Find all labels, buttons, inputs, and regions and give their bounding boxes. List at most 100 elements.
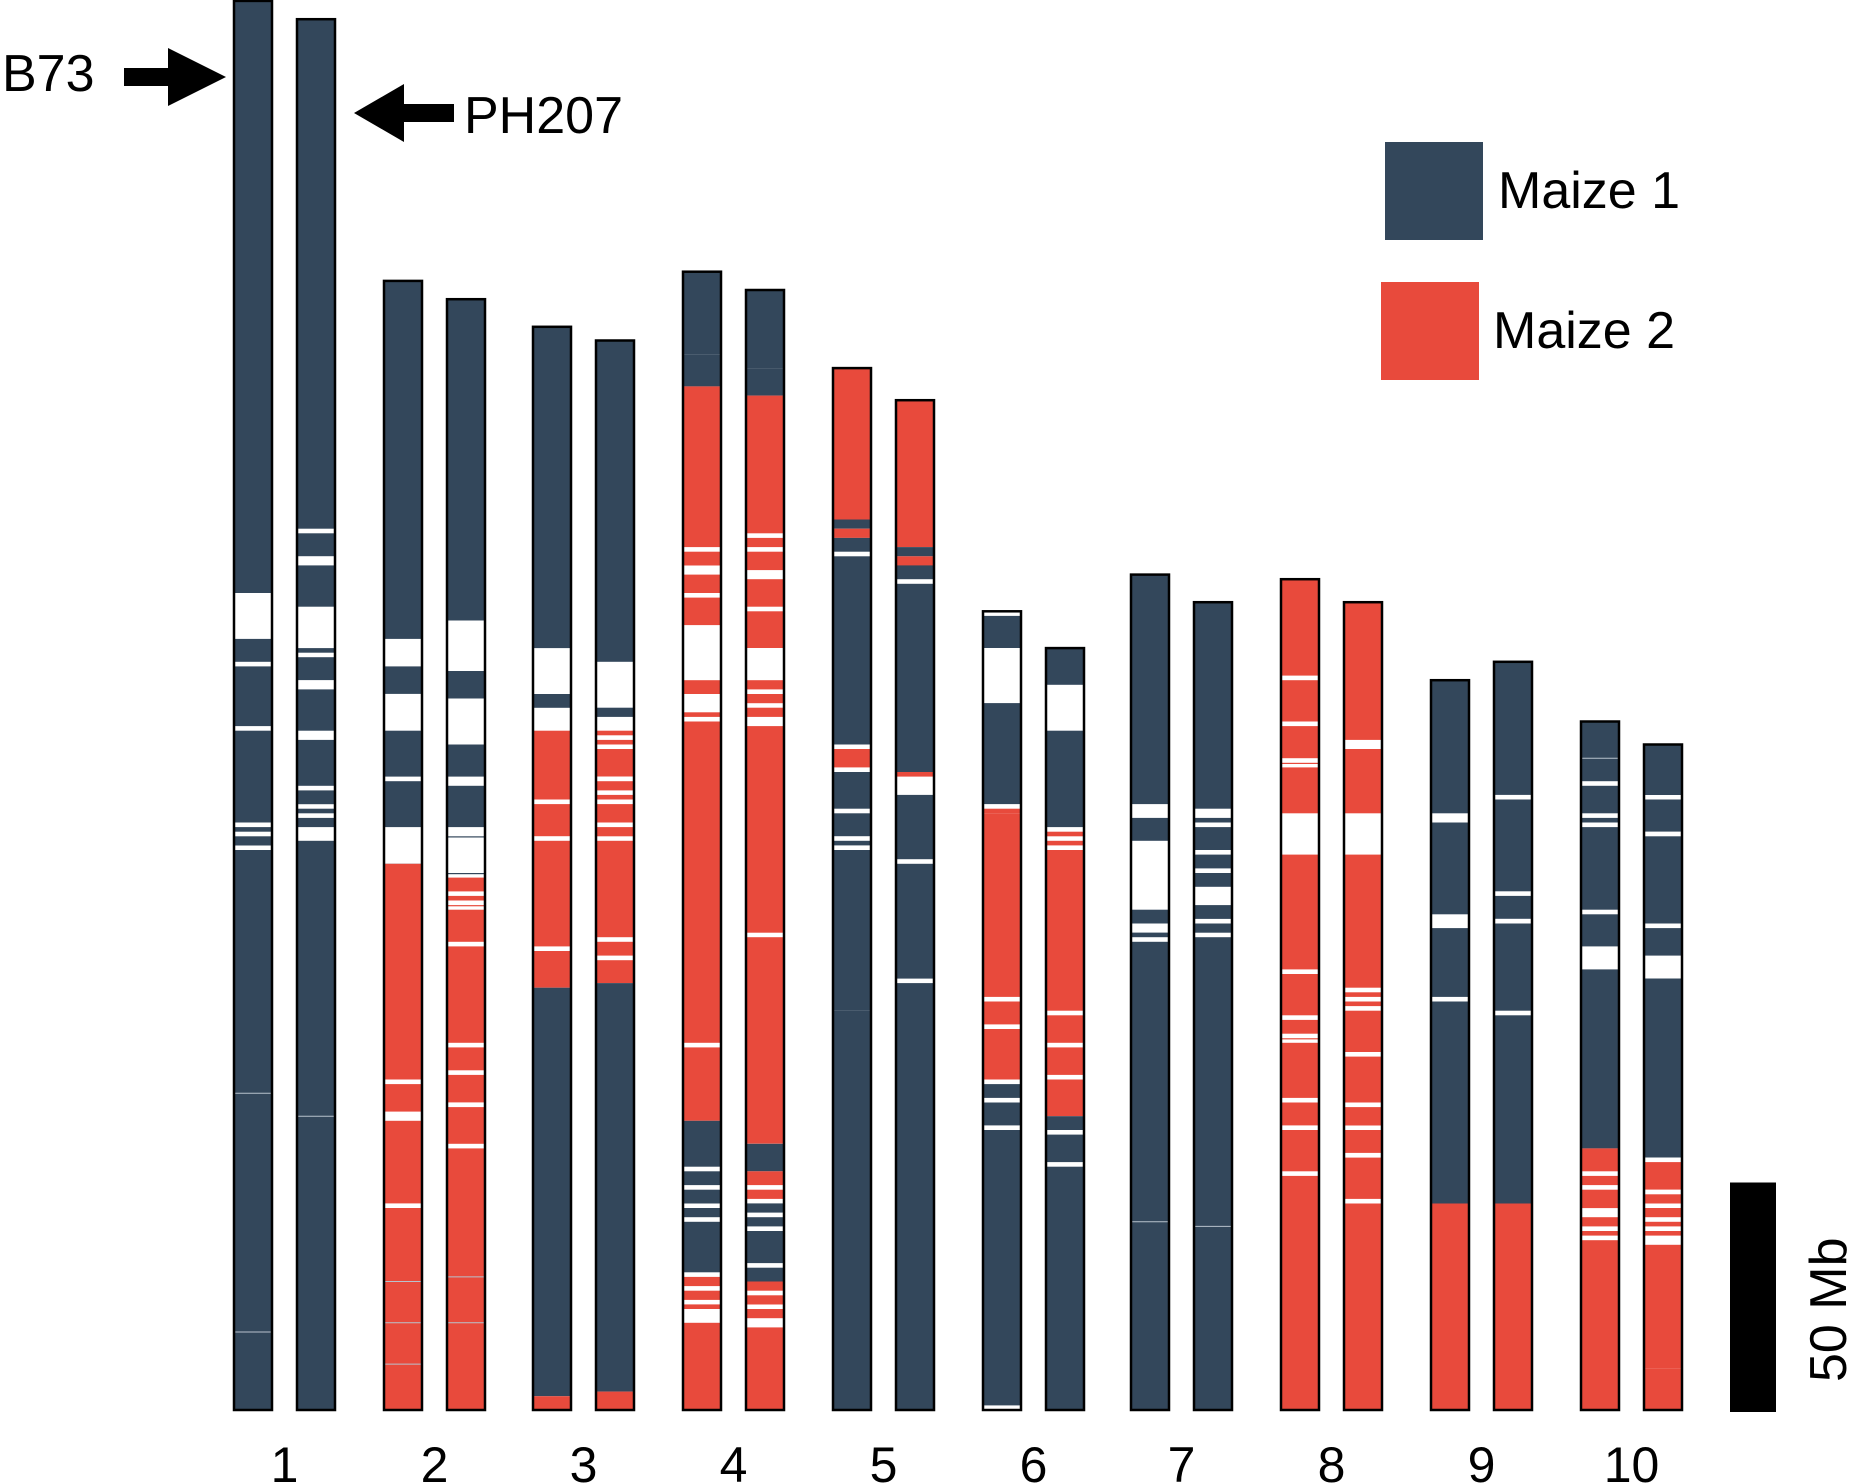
segment-maize1 xyxy=(1645,744,1681,795)
segment-maize2 xyxy=(897,400,933,548)
segment-maize2 xyxy=(1582,1148,1618,1172)
segment-maize1 xyxy=(834,813,870,837)
segment-maize1 xyxy=(897,547,933,557)
segment-maize2 xyxy=(1345,1056,1381,1103)
segment-maize1 xyxy=(235,836,271,846)
chromosome-outline xyxy=(594,339,636,1412)
chromosome-outline xyxy=(681,270,723,1412)
segment-maize1 xyxy=(984,1102,1020,1126)
segment-maize2 xyxy=(1645,1231,1681,1236)
chromosome-5-ph207 xyxy=(894,398,936,1412)
segment-maize2 xyxy=(1645,1244,1681,1369)
segment-maize1 xyxy=(897,565,933,580)
segment-maize2 xyxy=(448,905,484,907)
segment-maize2 xyxy=(684,1276,720,1287)
segment-maize1 xyxy=(1582,827,1618,910)
segment-maize2 xyxy=(834,528,870,538)
chromosome-number-9: 9 xyxy=(1468,1437,1496,1483)
segment-maize2 xyxy=(684,1322,720,1410)
segment-maize2 xyxy=(448,895,484,901)
segment-maize1 xyxy=(1195,854,1231,869)
segment-maize1 xyxy=(448,873,484,875)
segment-maize2 xyxy=(747,1295,783,1305)
segment-maize1 xyxy=(235,638,271,662)
legend: Maize 1 Maize 2 xyxy=(1381,142,1680,380)
chromosome-3-ph207 xyxy=(594,339,636,1412)
segment-maize1 xyxy=(834,537,870,552)
segment-maize1 xyxy=(1495,721,1531,795)
segment-maize1 xyxy=(1132,817,1168,841)
chromosome-2-ph207 xyxy=(445,297,487,1412)
segment-maize2 xyxy=(385,863,421,1080)
segment-maize2 xyxy=(897,772,933,777)
legend-swatch-maize2 xyxy=(1381,282,1479,380)
segment-maize2 xyxy=(684,1047,720,1121)
segment-maize2 xyxy=(984,1029,1020,1080)
segment-maize2 xyxy=(684,1290,720,1300)
chromosome-number-7: 7 xyxy=(1168,1437,1196,1483)
segment-maize2 xyxy=(597,730,633,736)
segment-maize1 xyxy=(1432,928,1468,997)
segment-maize1 xyxy=(984,1130,1020,1406)
segment-maize1 xyxy=(1195,923,1231,933)
chromosome-outline xyxy=(1044,646,1086,1412)
segment-maize2 xyxy=(1345,992,1381,997)
segment-maize2 xyxy=(984,1001,1020,1025)
segment-maize2 xyxy=(1047,850,1083,1011)
segment-maize1 xyxy=(834,519,870,529)
segment-maize2 xyxy=(1345,854,1381,988)
segment-maize2 xyxy=(597,960,633,984)
segment-maize2 xyxy=(1282,1102,1318,1126)
segment-maize1 xyxy=(385,781,421,828)
segment-maize1 xyxy=(684,1221,720,1273)
segment-maize2 xyxy=(684,551,720,566)
segment-maize1 xyxy=(597,340,633,662)
chromosome-2-b73 xyxy=(382,279,424,1412)
segment-maize2 xyxy=(897,556,933,566)
segment-maize2 xyxy=(684,680,720,694)
chromosome-4-ph207 xyxy=(744,288,786,1412)
segment-maize1 xyxy=(298,565,334,607)
chromosome-7-ph207 xyxy=(1192,600,1234,1412)
segment-maize1 xyxy=(684,1189,720,1204)
segment-maize1 xyxy=(298,790,334,805)
segment-maize2 xyxy=(1047,1079,1083,1117)
chromosome-6-b73 xyxy=(981,610,1023,1412)
legend-label-maize2: Maize 2 xyxy=(1493,302,1675,360)
chromosome-outline xyxy=(1492,660,1534,1412)
ph207-label: PH207 xyxy=(464,87,623,145)
segment-maize2 xyxy=(984,813,1020,997)
segment-maize1 xyxy=(834,1010,870,1410)
segment-maize2 xyxy=(1282,767,1318,814)
chromosome-number-5: 5 xyxy=(870,1437,898,1483)
b73-arrow-icon xyxy=(124,48,226,106)
chromosome-number-1: 1 xyxy=(271,1437,299,1483)
segment-maize2 xyxy=(1282,854,1318,970)
segment-maize2 xyxy=(747,1171,783,1186)
segment-maize2 xyxy=(385,1208,421,1410)
segment-maize1 xyxy=(534,987,570,1397)
segment-maize2 xyxy=(1495,1203,1531,1410)
chromosome-1-b73 xyxy=(232,0,274,1412)
segment-maize1 xyxy=(1495,799,1531,892)
chromosome-outline xyxy=(1429,678,1471,1412)
segment-maize1 xyxy=(448,299,484,621)
segment-maize1 xyxy=(747,368,783,396)
chromosome-outline xyxy=(744,288,786,1412)
segment-maize2 xyxy=(1282,974,1318,1016)
segment-maize2 xyxy=(1645,1208,1681,1218)
segment-maize2 xyxy=(448,1047,484,1071)
segment-maize1 xyxy=(984,1084,1020,1098)
segment-maize2 xyxy=(1582,1231,1618,1236)
scale-bar: 50 Mb xyxy=(1730,1182,1850,1412)
segment-maize1 xyxy=(1195,827,1231,850)
b73-label: B73 xyxy=(2,45,95,103)
segment-maize2 xyxy=(1582,1240,1618,1410)
segment-maize1 xyxy=(1195,817,1231,823)
chromosome-number-8: 8 xyxy=(1318,1437,1346,1483)
segment-maize1 xyxy=(747,1231,783,1264)
segment-maize1 xyxy=(1132,941,1168,1410)
segment-maize2 xyxy=(684,597,720,626)
segment-maize1 xyxy=(1432,1001,1468,1204)
